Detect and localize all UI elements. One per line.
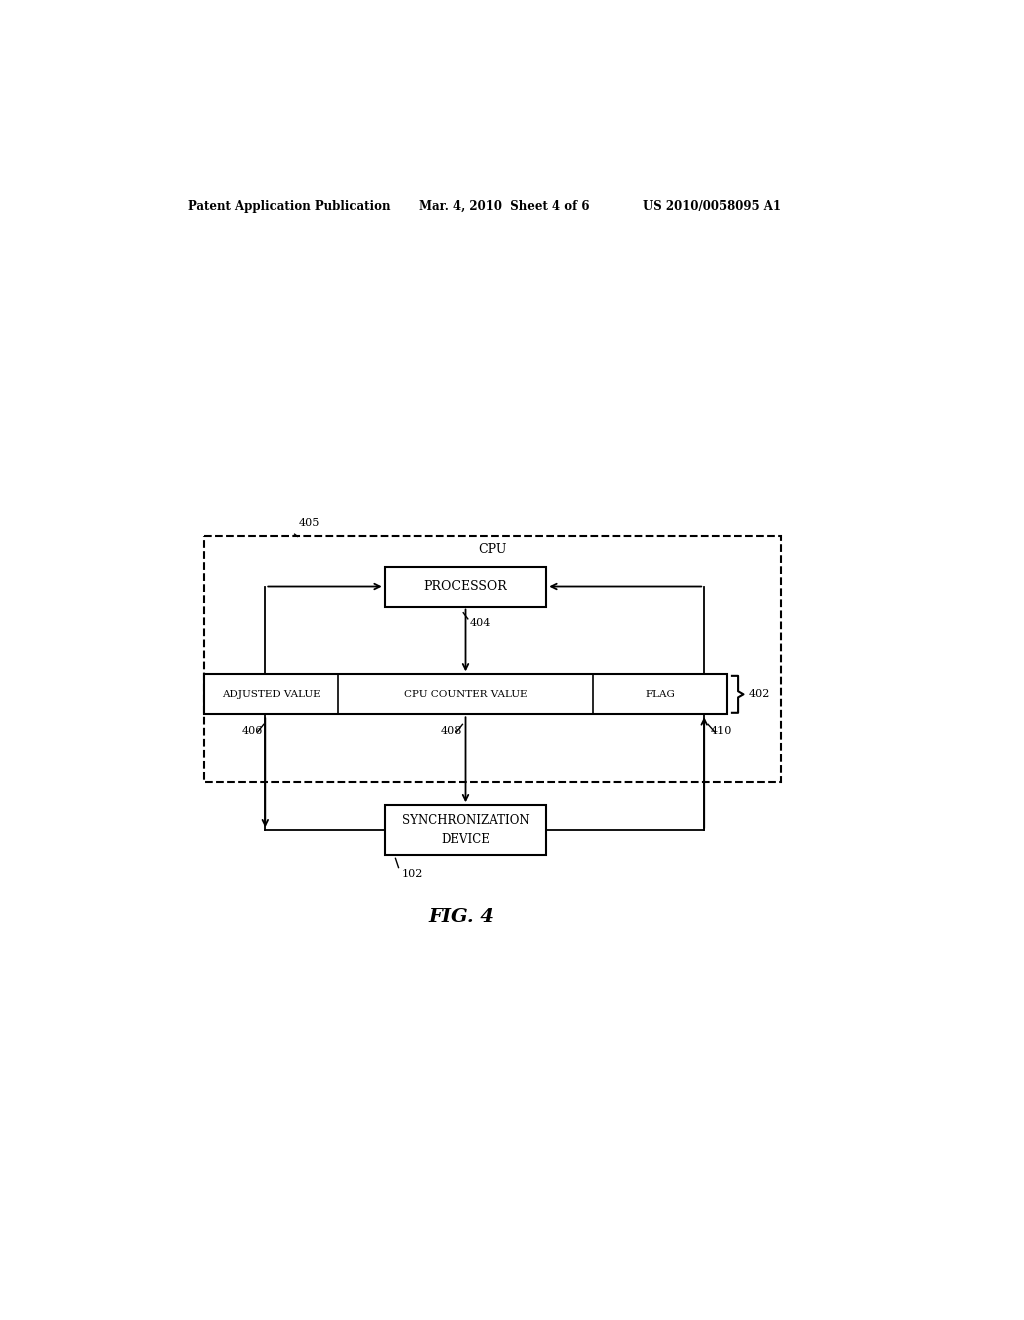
Bar — [204, 675, 727, 714]
Text: PROCESSOR: PROCESSOR — [424, 579, 507, 593]
Text: 406: 406 — [242, 726, 263, 735]
Bar — [385, 566, 547, 607]
Text: 402: 402 — [749, 689, 770, 700]
Text: Patent Application Publication: Patent Application Publication — [188, 199, 391, 213]
Text: 405: 405 — [298, 517, 319, 528]
Text: ADJUSTED VALUE: ADJUSTED VALUE — [222, 690, 321, 698]
Text: FLAG: FLAG — [645, 690, 675, 698]
Text: Mar. 4, 2010  Sheet 4 of 6: Mar. 4, 2010 Sheet 4 of 6 — [419, 199, 590, 213]
Text: SYNCHRONIZATION
DEVICE: SYNCHRONIZATION DEVICE — [401, 814, 529, 846]
Text: CPU: CPU — [478, 543, 507, 556]
Text: CPU COUNTER VALUE: CPU COUNTER VALUE — [403, 690, 527, 698]
Bar — [385, 805, 547, 855]
Text: 408: 408 — [440, 726, 462, 735]
Text: 102: 102 — [401, 869, 423, 879]
Text: 404: 404 — [469, 619, 490, 628]
Text: FIG. 4: FIG. 4 — [429, 908, 495, 925]
Text: 410: 410 — [711, 726, 732, 735]
Bar — [204, 536, 781, 781]
Text: US 2010/0058095 A1: US 2010/0058095 A1 — [643, 199, 780, 213]
